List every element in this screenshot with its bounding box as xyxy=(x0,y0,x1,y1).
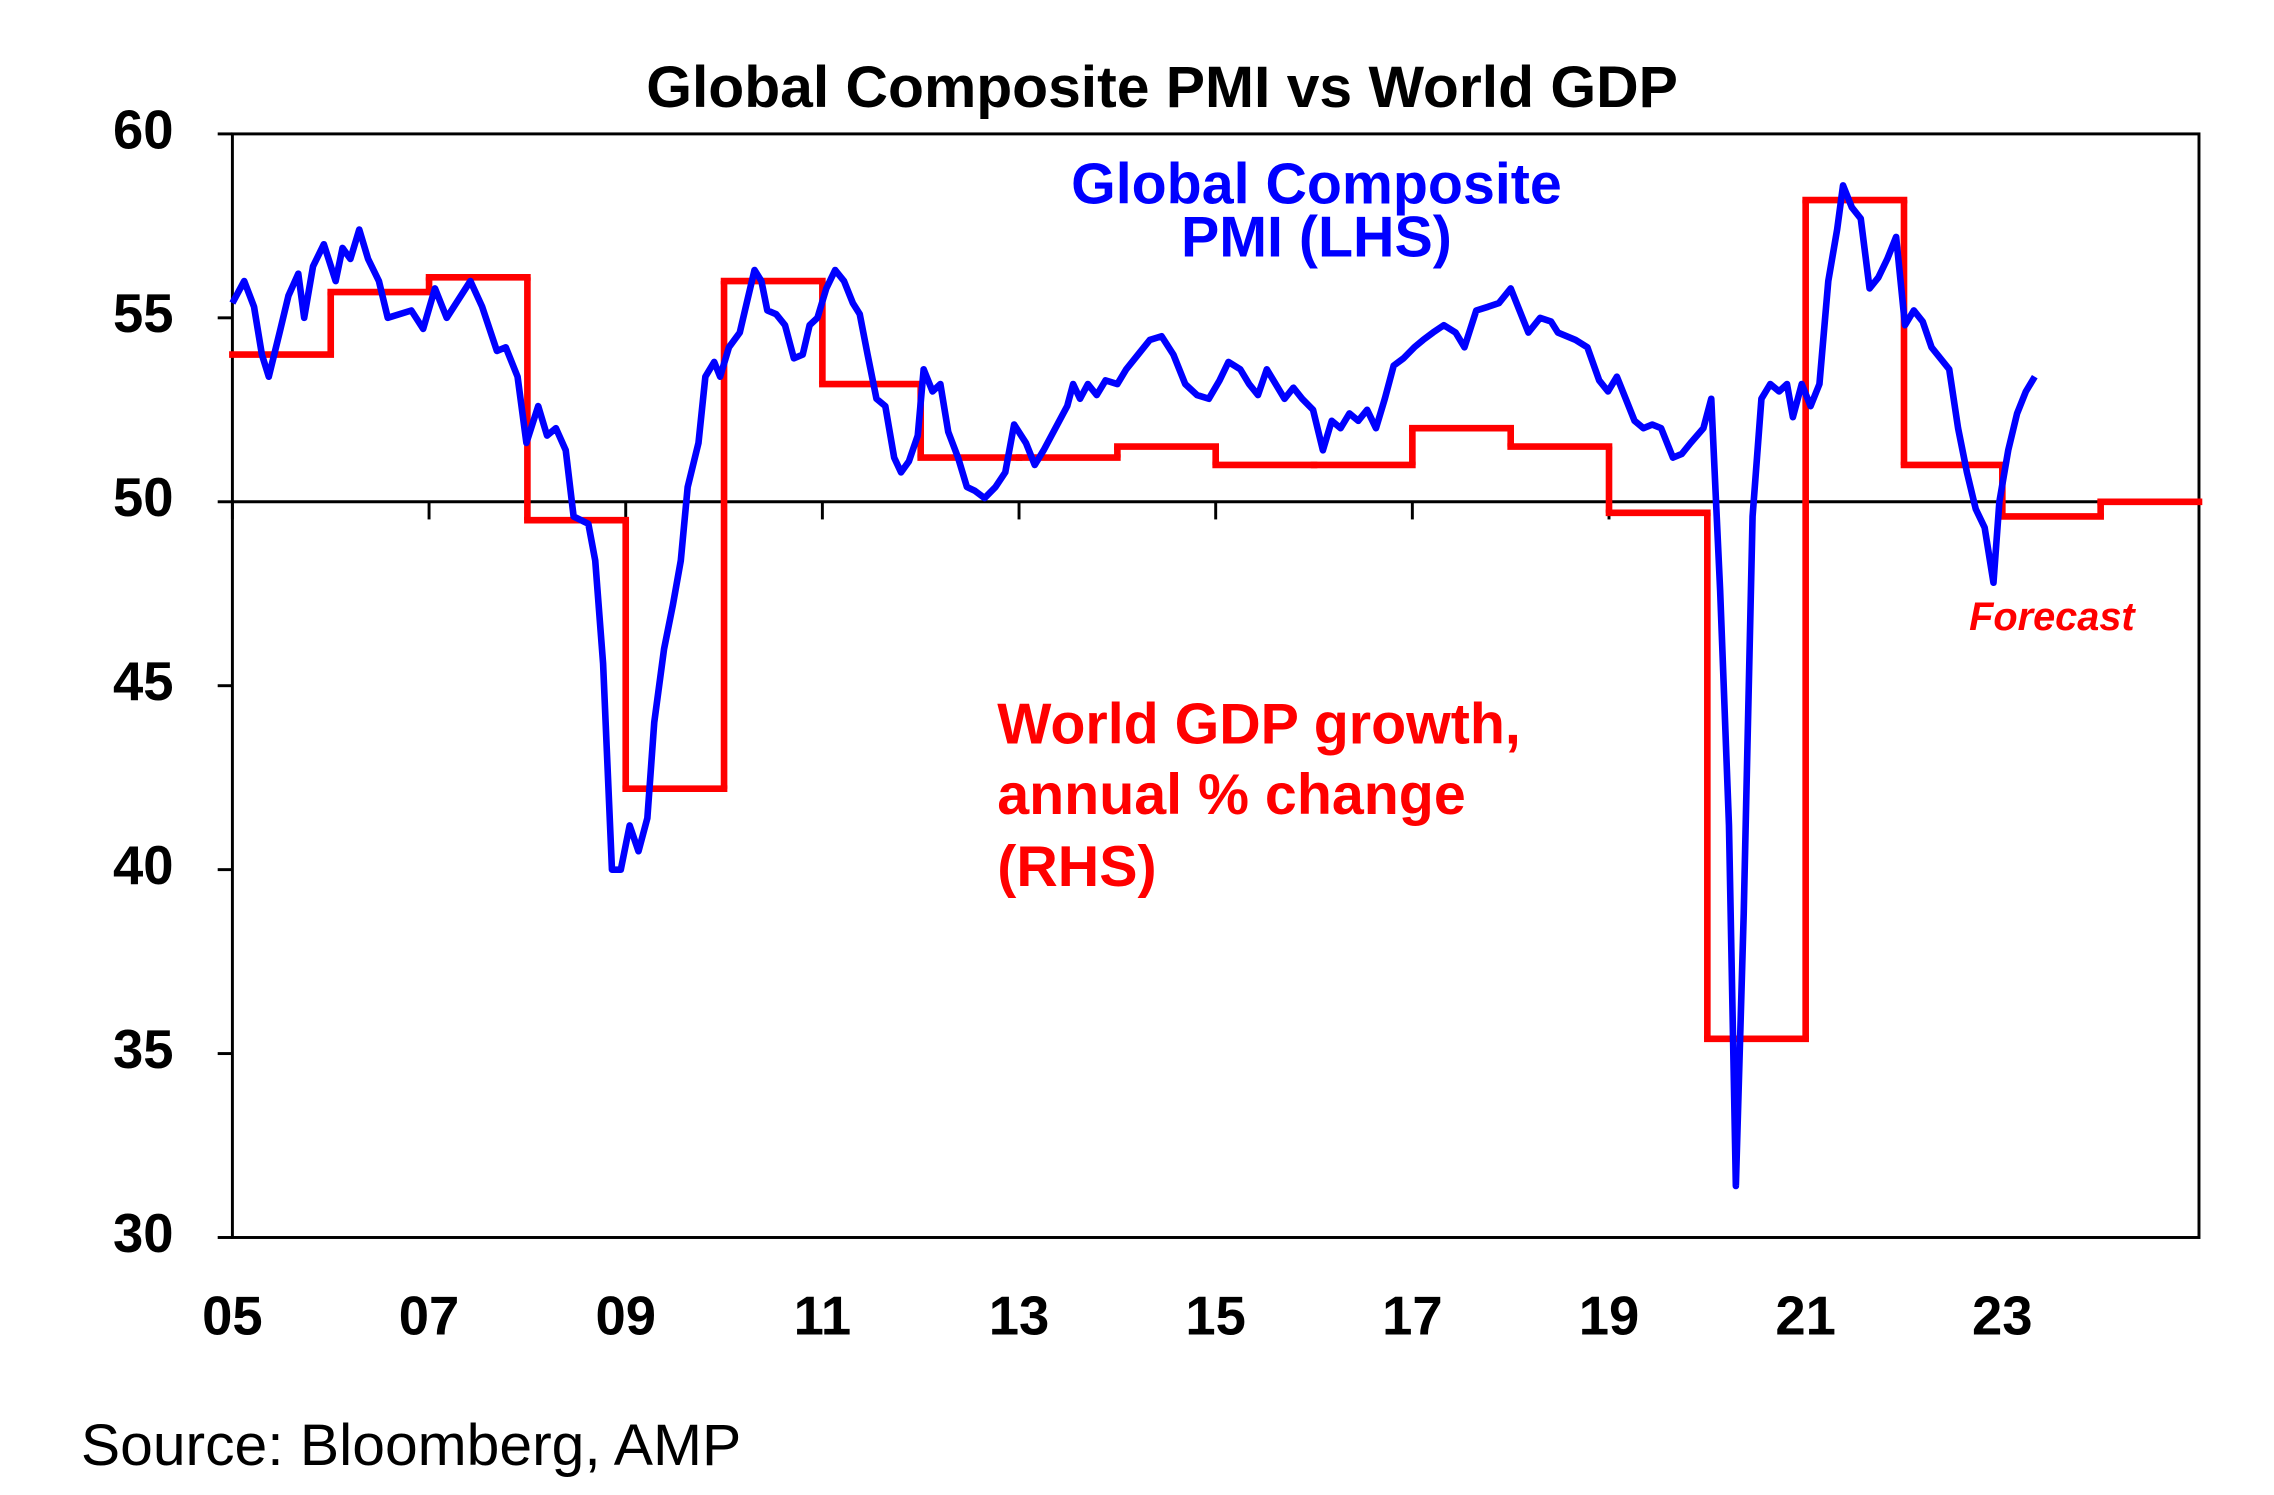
series-label: (RHS) xyxy=(997,835,1156,899)
x-tick-label: 05 xyxy=(202,1285,263,1346)
x-tick-label: 09 xyxy=(595,1285,656,1346)
y-tick-label: 30 xyxy=(113,1203,174,1264)
chart-title: Global Composite PMI vs World GDP xyxy=(646,55,1678,120)
y-tick-label: 45 xyxy=(113,651,174,712)
series-label: annual % change xyxy=(997,763,1465,827)
pmi-line xyxy=(229,182,2038,1190)
annotation: Forecast xyxy=(1969,595,2136,639)
series-label: World GDP growth, xyxy=(997,693,1521,757)
series-label: Global Composite xyxy=(1071,152,1562,216)
series-label: PMI (LHS) xyxy=(1181,205,1452,269)
x-tick-label: 21 xyxy=(1775,1285,1836,1346)
y-tick-label: 35 xyxy=(113,1019,174,1080)
x-tick-label: 23 xyxy=(1972,1285,2033,1346)
x-tick-label: 17 xyxy=(1382,1285,1443,1346)
source: Source: Bloomberg, AMP xyxy=(81,1413,741,1478)
x-tick-label: 15 xyxy=(1185,1285,1246,1346)
x-tick-label: 13 xyxy=(989,1285,1050,1346)
x-tick-label: 19 xyxy=(1579,1285,1640,1346)
y-tick-label: 60 xyxy=(113,99,174,160)
y-tick-label: 50 xyxy=(113,467,174,528)
x-tick-label: 07 xyxy=(399,1285,460,1346)
y-tick-label: 40 xyxy=(113,835,174,896)
x-tick-label: 11 xyxy=(794,1285,852,1346)
y-tick-label: 55 xyxy=(113,283,174,344)
